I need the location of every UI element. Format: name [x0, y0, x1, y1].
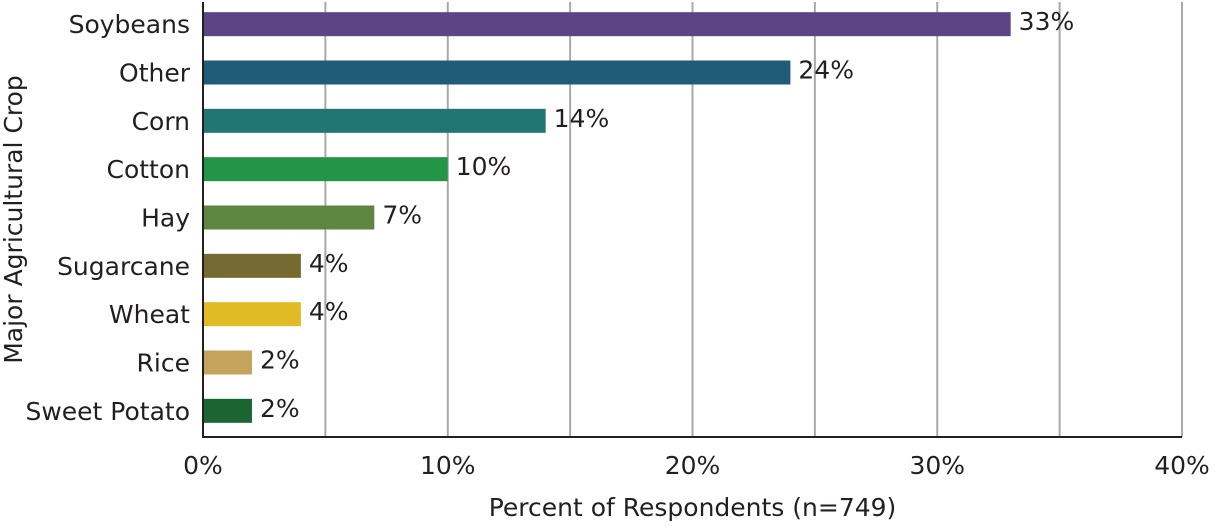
category-label-sweet-potato: Sweet Potato	[25, 397, 190, 426]
category-label-other: Other	[119, 59, 191, 88]
x-tick-labels: 0% 10% 20% 30% 40%	[183, 451, 1210, 480]
x-tick-label-40: 40%	[1154, 451, 1210, 480]
value-label-corn: 14%	[554, 104, 610, 133]
x-tick-label-30: 30%	[909, 451, 965, 480]
category-label-soybeans: Soybeans	[69, 10, 190, 39]
category-label-sugarcane: Sugarcane	[57, 252, 190, 281]
value-label-wheat: 4%	[309, 297, 349, 326]
value-labels: 33% 24% 14% 10% 7% 4% 4% 2% 2%	[260, 7, 1074, 423]
x-tick-label-10: 10%	[420, 451, 476, 480]
value-label-sugarcane: 4%	[309, 249, 349, 278]
value-label-rice: 2%	[260, 346, 300, 375]
value-label-cotton: 10%	[456, 152, 512, 181]
value-label-other: 24%	[798, 56, 854, 85]
category-label-cotton: Cotton	[107, 155, 191, 184]
value-label-soybeans: 33%	[1019, 7, 1075, 36]
bar-cotton	[203, 157, 448, 182]
bar-sugarcane	[203, 253, 301, 278]
bar-rice	[203, 350, 252, 375]
bar-corn	[203, 108, 546, 133]
bars	[203, 12, 1011, 423]
bar-soybeans	[203, 12, 1011, 37]
category-label-wheat: Wheat	[109, 300, 190, 329]
x-axis-title: Percent of Respondents (n=749)	[489, 493, 897, 522]
value-label-hay: 7%	[382, 201, 422, 230]
bar-hay	[203, 205, 375, 230]
bar-other	[203, 60, 791, 85]
category-label-corn: Corn	[132, 107, 190, 136]
y-axis-title: Major Agricultural Crop	[0, 75, 28, 364]
category-labels: Soybeans Other Corn Cotton Hay Sugarcane Wheat…	[25, 10, 190, 426]
value-label-sweet-potato: 2%	[260, 394, 300, 423]
x-tick-label-20: 20%	[665, 451, 721, 480]
x-tick-label-0: 0%	[183, 451, 223, 480]
bar-sweet-potato	[203, 398, 252, 423]
category-label-rice: Rice	[137, 349, 190, 378]
bar-wheat	[203, 302, 301, 327]
category-label-hay: Hay	[141, 204, 190, 233]
